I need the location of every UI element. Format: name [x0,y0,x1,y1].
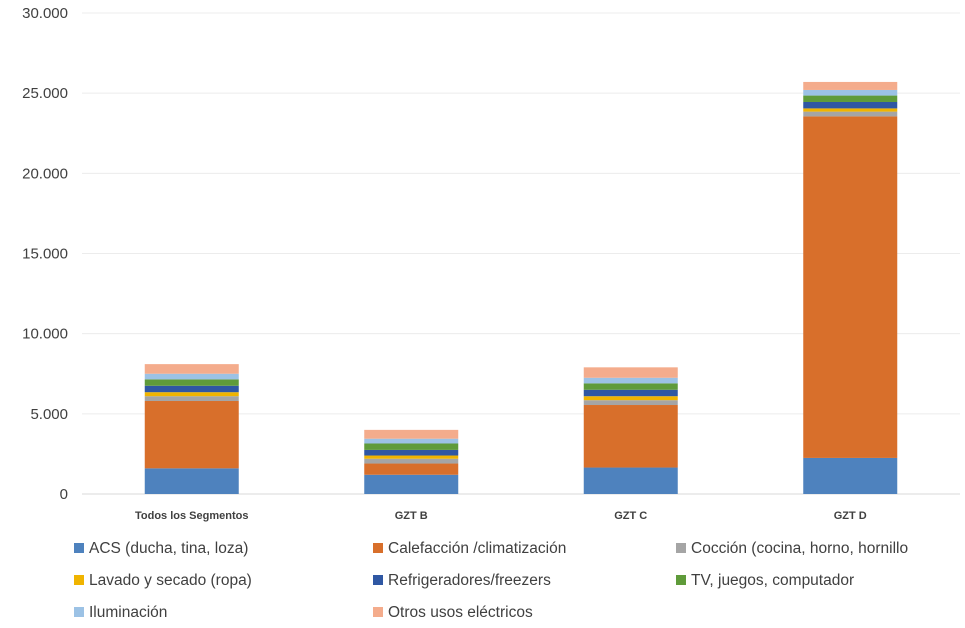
legend-label: Cocción (cocina, horno, hornillo [691,540,908,557]
y-tick-label: 30.000 [22,5,68,22]
legend-label: Calefacción /climatización [388,540,566,557]
y-tick-label: 5.000 [30,406,68,423]
bar-segment [364,429,459,439]
bar-segment [803,108,898,112]
bar-segment [144,396,239,402]
bar-segment [144,401,239,469]
bar-segment [583,405,678,468]
bar-segment [803,95,898,102]
bar-segment [144,468,239,494]
bar-segment [803,89,898,96]
legend-label: ACS (ducha, tina, loza) [89,540,248,557]
legend-swatch [74,543,84,553]
legend-label: TV, juegos, computador [691,572,854,589]
x-tick-label: GZT C [614,510,647,522]
bar-segment [364,463,459,475]
legend-swatch [373,575,383,585]
y-tick-label: 15.000 [22,246,68,263]
y-tick-label: 20.000 [22,165,68,182]
bar-segment [144,379,239,386]
x-tick-label: Todos los Segmentos [135,510,248,522]
bar-segment [583,383,678,390]
bar-segment [144,385,239,393]
bar-segment [583,467,678,494]
x-tick-label: GZT D [834,510,867,522]
bar-segment [364,438,459,444]
legend-swatch [74,607,84,617]
bar-segment [144,373,239,380]
legend-label: Refrigeradores/freezers [388,572,551,589]
bar-segment [364,455,459,459]
legend-swatch [74,575,84,585]
bar-segment [803,116,898,458]
bar-segment [364,458,459,464]
bar-segment [364,443,459,450]
bar-segment [803,81,898,90]
y-axis: 0 5.000 10.000 15.000 20.000 25.000 30.000 [22,5,68,503]
bars [144,81,898,494]
legend-swatch [676,575,686,585]
y-tick-label: 25.000 [22,85,68,102]
legend-label: Otros usos eléctricos [388,604,533,621]
bar-segment [803,101,898,109]
bar-segment [583,396,678,401]
x-tick-label: GZT B [395,510,428,522]
legend: ACS (ducha, tina, loza) Calefacción /clim… [74,540,908,621]
legend-swatch [373,607,383,617]
bar-segment [364,474,459,494]
bar-segment [144,392,239,397]
bar-segment [144,364,239,374]
legend-swatch [373,543,383,553]
bar-segment [803,111,898,117]
bar-segment [583,400,678,406]
x-axis: Todos los Segmentos GZT B GZT C GZT D [135,510,867,522]
legend-label: Iluminación [89,604,167,621]
bar-segment [364,449,459,456]
y-tick-label: 0 [60,486,68,503]
legend-label: Lavado y secado (ropa) [89,572,252,589]
bar-segment [583,377,678,384]
bar-segment [583,389,678,397]
bar-segment [583,367,678,378]
bar-segment [803,457,898,494]
legend-swatch [676,543,686,553]
y-tick-label: 10.000 [22,326,68,343]
